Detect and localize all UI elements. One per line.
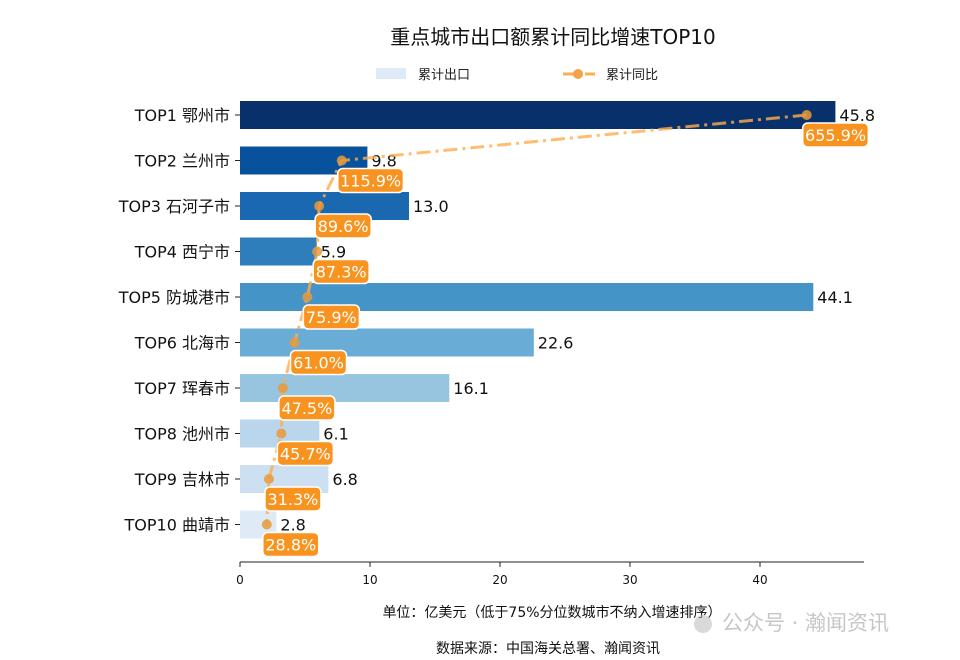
y-tick-label: TOP2 兰州市 xyxy=(134,152,230,171)
x-tick-label: 20 xyxy=(492,573,507,587)
growth-point xyxy=(261,519,272,530)
x-tick-label: 0 xyxy=(236,573,244,587)
growth-point xyxy=(289,337,300,348)
growth-label-box xyxy=(278,395,336,421)
wechat-icon xyxy=(694,615,712,633)
growth-point xyxy=(263,474,274,484)
bar xyxy=(240,328,534,357)
bar-value-label: 16.1 xyxy=(453,379,489,398)
bar-value-label: 45.8 xyxy=(839,106,875,125)
y-tick-label: TOP7 珲春市 xyxy=(134,379,230,398)
svg-text:公众号 · 瀚闻资讯: 公众号 · 瀚闻资讯 xyxy=(722,611,889,635)
growth-point xyxy=(801,110,812,120)
growth-point xyxy=(276,428,287,439)
growth-label-box xyxy=(314,213,372,239)
bar-value-label: 2.8 xyxy=(280,516,305,535)
bar-value-label: 44.1 xyxy=(817,288,853,307)
growth-label: 89.6% xyxy=(318,217,369,236)
bar xyxy=(240,237,317,266)
x-tick-label: 10 xyxy=(362,573,377,587)
y-tick-label: TOP9 吉林市 xyxy=(134,470,230,489)
watermark: 公众号 · 瀚闻资讯 xyxy=(694,611,889,635)
y-tick-label: TOP6 北海市 xyxy=(134,334,230,353)
growth-point xyxy=(336,155,347,166)
growth-label: 655.9% xyxy=(805,126,866,145)
growth-label-box xyxy=(801,122,870,148)
growth-point xyxy=(277,383,288,393)
bar xyxy=(240,374,450,402)
bar-value-label: 13.0 xyxy=(413,197,449,216)
bar-value-label: 5.9 xyxy=(321,243,346,262)
y-tick-label: TOP1 鄂州市 xyxy=(134,106,230,125)
growth-label-box xyxy=(312,258,370,285)
growth-label: 61.0% xyxy=(293,354,344,373)
legend: 累计出口 累计同比 xyxy=(376,68,658,83)
growth-label-box xyxy=(264,486,322,512)
growth-point xyxy=(302,292,313,302)
chart-title: 重点城市出口额累计同比增速TOP10 xyxy=(390,25,715,49)
bar-value-label: 22.6 xyxy=(538,334,574,353)
growth-label-box xyxy=(276,440,335,467)
growth-label-box xyxy=(262,531,320,558)
y-tick-label: TOP8 池州市 xyxy=(134,425,230,444)
x-tick-label: 30 xyxy=(622,573,637,587)
growth-label: 28.8% xyxy=(265,536,316,555)
legend-marker xyxy=(573,69,583,79)
growth-label-box xyxy=(302,304,361,330)
source-note: 数据来源：中国海关总署、瀚闻资讯 xyxy=(436,641,660,657)
y-tick-label: TOP4 西宁市 xyxy=(134,243,230,262)
growth-point xyxy=(314,201,325,211)
x-axis-label: 单位：亿美元（低于75%分位数城市不纳入增速排序） xyxy=(382,604,721,621)
legend-label-line: 累计同比 xyxy=(606,68,658,83)
growth-label-box xyxy=(289,349,348,376)
y-tick-label: TOP5 防城港市 xyxy=(118,288,230,307)
growth-line xyxy=(265,113,807,525)
legend-label-bar: 累计出口 xyxy=(418,68,470,83)
growth-label: 45.7% xyxy=(280,445,331,464)
legend-swatch-bar xyxy=(376,68,406,79)
growth-label-box xyxy=(337,167,405,194)
growth-label: 115.9% xyxy=(340,172,401,191)
growth-point xyxy=(312,246,323,257)
y-tick-label: TOP3 石河子市 xyxy=(118,197,230,216)
growth-label: 75.9% xyxy=(306,308,357,327)
y-tick-label: TOP10 曲靖市 xyxy=(124,516,230,535)
growth-label: 87.3% xyxy=(316,263,367,282)
growth-label: 31.3% xyxy=(268,490,319,509)
growth-label: 47.5% xyxy=(281,399,332,418)
x-tick-label: 40 xyxy=(752,573,767,587)
bar-value-label: 6.1 xyxy=(323,425,348,444)
bar xyxy=(240,101,836,129)
bar-value-label: 6.8 xyxy=(332,470,357,489)
